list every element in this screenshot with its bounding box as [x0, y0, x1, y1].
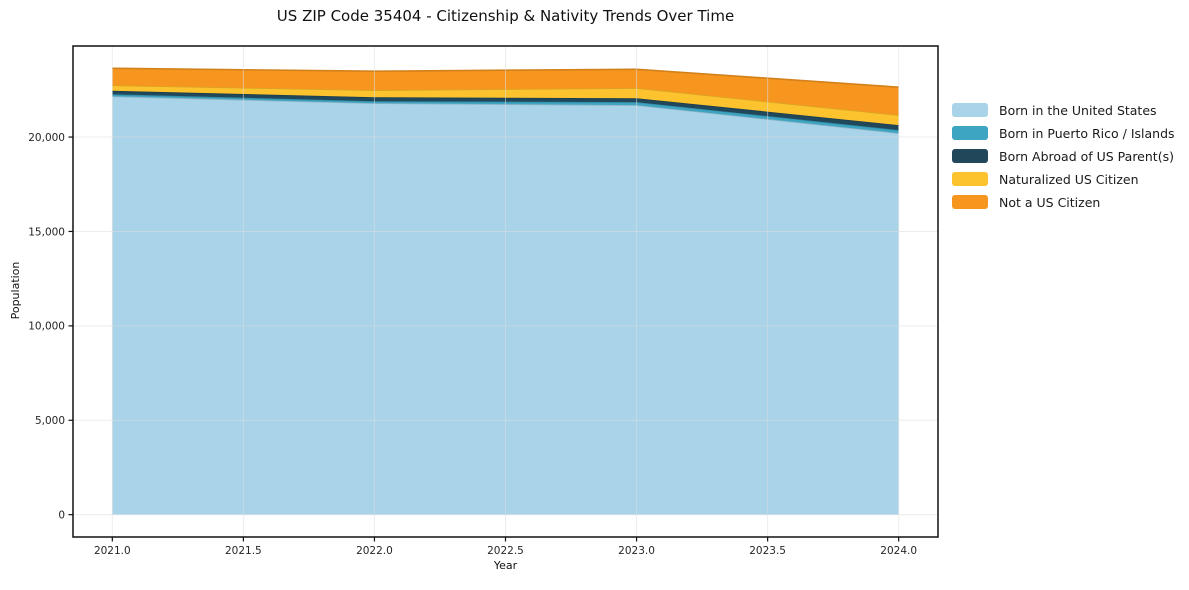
y-tick-label: 5,000: [35, 415, 65, 427]
legend-swatch-icon: [952, 172, 988, 186]
y-tick-label: 20,000: [28, 132, 65, 144]
y-tick-label: 0: [58, 509, 65, 521]
x-tick-label: 2021.0: [94, 545, 131, 557]
tick-marks: [68, 136, 900, 542]
legend-item-1: Born in Puerto Rico / Islands: [952, 125, 1175, 141]
y-tick-label: 10,000: [28, 321, 65, 333]
legend-item-2: Born Abroad of US Parent(s): [952, 148, 1175, 164]
x-axis-label: Year: [493, 559, 518, 572]
legend: Born in the United States Born in Puerto …: [952, 103, 1175, 218]
chart-title: US ZIP Code 35404 - Citizenship & Nativi…: [276, 7, 735, 25]
x-tick-label: 2021.5: [225, 545, 262, 557]
x-tick-label: 2023.5: [749, 545, 786, 557]
area-series-4: [112, 68, 899, 116]
legend-label: Born in Puerto Rico / Islands: [999, 125, 1175, 141]
legend-item-4: Not a US Citizen: [952, 194, 1175, 210]
legend-swatch-icon: [952, 126, 988, 140]
y-axis-label: Population: [9, 261, 22, 320]
legend-item-0: Born in the United States: [952, 102, 1175, 118]
legend-label: Naturalized US Citizen: [999, 171, 1139, 187]
legend-swatch-icon: [952, 103, 988, 117]
x-tick-label: 2024.0: [880, 545, 917, 557]
legend-swatch-icon: [952, 195, 988, 209]
gridlines: [73, 46, 938, 537]
legend-label: Born in the United States: [999, 102, 1157, 118]
legend-label: Not a US Citizen: [999, 194, 1101, 210]
x-tick-label: 2022.0: [356, 545, 393, 557]
legend-item-3: Naturalized US Citizen: [952, 171, 1175, 187]
x-tick-label: 2023.0: [618, 545, 655, 557]
y-tick-label: 15,000: [28, 226, 65, 238]
legend-swatch-icon: [952, 149, 988, 163]
legend-label: Born Abroad of US Parent(s): [999, 148, 1174, 164]
tick-labels: 2021.0 2021.5 2022.0 2022.5 2023.0 2023.5 2024…: [28, 132, 917, 557]
x-tick-label: 2022.5: [487, 545, 524, 557]
